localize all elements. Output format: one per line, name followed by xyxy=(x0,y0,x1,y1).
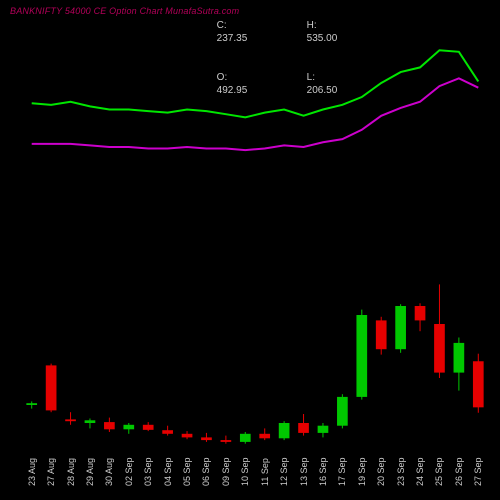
x-tick-label: 19 Sep xyxy=(357,457,367,486)
candle-body xyxy=(356,315,367,397)
candle-body xyxy=(201,437,212,440)
chart-svg xyxy=(0,0,500,500)
candle-body xyxy=(65,419,76,421)
x-tick-label: 24 Sep xyxy=(415,457,425,486)
candle-body xyxy=(298,423,309,433)
candle-body xyxy=(26,403,37,405)
candle-body xyxy=(162,430,173,434)
candle-body xyxy=(454,343,465,373)
x-tick-label: 16 Sep xyxy=(318,457,328,486)
candle-body xyxy=(259,434,270,439)
x-tick-label: 28 Aug xyxy=(66,458,76,486)
candle-body xyxy=(85,420,96,423)
x-tick-label: 03 Sep xyxy=(143,457,153,486)
x-tick-label: 12 Sep xyxy=(279,457,289,486)
x-tick-label: 23 Aug xyxy=(27,458,37,486)
x-axis-labels: 23 Aug 27 Aug 28 Aug 29 Aug 30 Aug 02 Sep 03 S… xyxy=(0,458,500,500)
candle-body xyxy=(104,422,115,429)
candle-body xyxy=(123,425,134,430)
x-tick-label: 13 Sep xyxy=(299,457,309,486)
x-tick-label: 09 Sep xyxy=(221,457,231,486)
candle-body xyxy=(279,423,290,438)
x-tick-label: 04 Sep xyxy=(163,457,173,486)
candle-body xyxy=(182,434,193,438)
candle-body xyxy=(415,306,426,320)
candle-body xyxy=(434,324,445,373)
x-tick-label: 27 Sep xyxy=(473,457,483,486)
x-tick-label: 06 Sep xyxy=(201,457,211,486)
x-tick-label: 20 Sep xyxy=(376,457,386,486)
line-green xyxy=(32,50,479,117)
candle-body xyxy=(46,365,57,410)
x-tick-label: 11 Sep xyxy=(260,458,270,486)
x-tick-label: 05 Sep xyxy=(182,457,192,486)
x-tick-label: 23 Sep xyxy=(396,457,406,486)
candle-body xyxy=(240,434,251,442)
candle-body xyxy=(395,306,406,349)
option-chart: { "title": { "text": "BANKNIFTY 54000 CE… xyxy=(0,0,500,500)
candle-body xyxy=(473,361,484,407)
x-tick-label: 27 Aug xyxy=(46,458,56,486)
x-tick-label: 25 Sep xyxy=(434,457,444,486)
x-tick-label: 30 Aug xyxy=(104,458,114,486)
candle-body xyxy=(376,320,387,349)
candle-body xyxy=(221,440,232,442)
candle-body xyxy=(337,397,348,426)
x-tick-label: 10 Sep xyxy=(240,457,250,486)
x-tick-label: 17 Sep xyxy=(337,457,347,486)
candle-body xyxy=(318,426,329,433)
x-tick-label: 29 Aug xyxy=(85,458,95,486)
x-tick-label: 02 Sep xyxy=(124,457,134,486)
candle-body xyxy=(143,425,154,430)
x-tick-label: 26 Sep xyxy=(454,457,464,486)
